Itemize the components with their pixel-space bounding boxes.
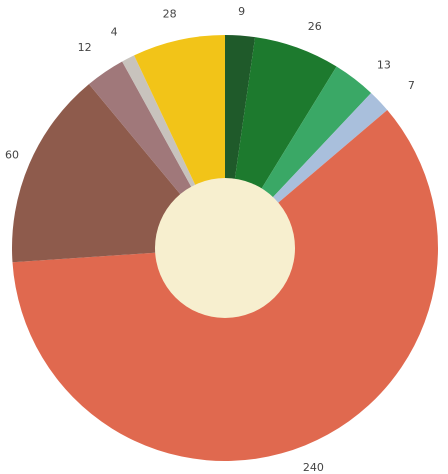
value-label-8: 28 — [163, 8, 177, 21]
value-label-4: 240 — [303, 461, 324, 474]
value-label-6: 12 — [78, 41, 92, 54]
value-label-7: 4 — [111, 26, 118, 39]
value-label-0: 9 — [238, 5, 245, 18]
value-label-5: 60 — [5, 148, 19, 161]
donut-center-hole — [155, 178, 295, 318]
value-label-2: 13 — [377, 58, 391, 71]
value-labels: 9 26 13 7 240 60 12 4 28 — [5, 5, 415, 474]
value-label-1: 26 — [308, 20, 322, 33]
value-label-3: 7 — [408, 79, 415, 92]
